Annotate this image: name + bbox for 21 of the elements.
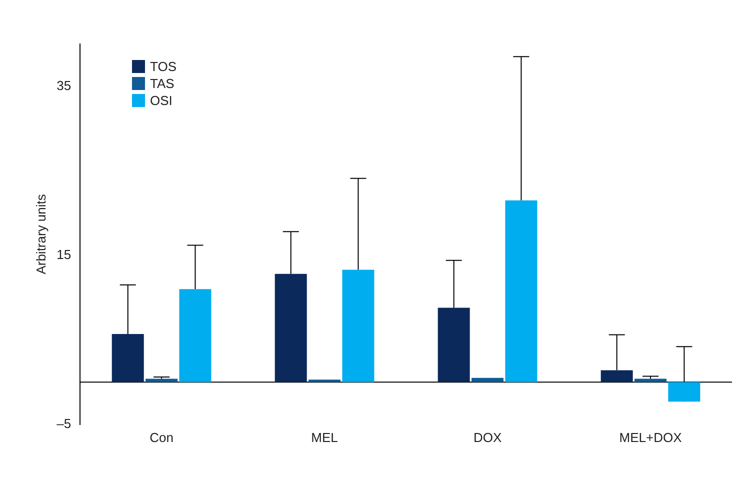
bar — [505, 200, 538, 382]
bar — [342, 270, 374, 382]
legend-label: TAS — [150, 76, 174, 91]
x-tick-label: MEL+DOX — [619, 430, 682, 445]
legend-label: TOS — [150, 59, 176, 74]
bar — [308, 380, 341, 382]
bar — [438, 308, 470, 382]
y-tick-label: –5 — [56, 416, 72, 431]
y-axis-title: Arbitrary units — [33, 194, 48, 274]
legend-label: OSI — [150, 93, 172, 108]
y-tick-label: 15 — [56, 246, 72, 262]
bar — [600, 370, 633, 382]
bar — [112, 334, 144, 382]
bar — [668, 382, 700, 402]
bar — [472, 378, 504, 382]
bar — [274, 274, 307, 382]
bar — [179, 289, 212, 382]
x-tick-label: MEL — [311, 430, 338, 445]
x-tick-label: DOX — [473, 430, 502, 445]
y-tick-label: 35 — [56, 78, 72, 93]
x-tick-label: Con — [150, 430, 174, 445]
